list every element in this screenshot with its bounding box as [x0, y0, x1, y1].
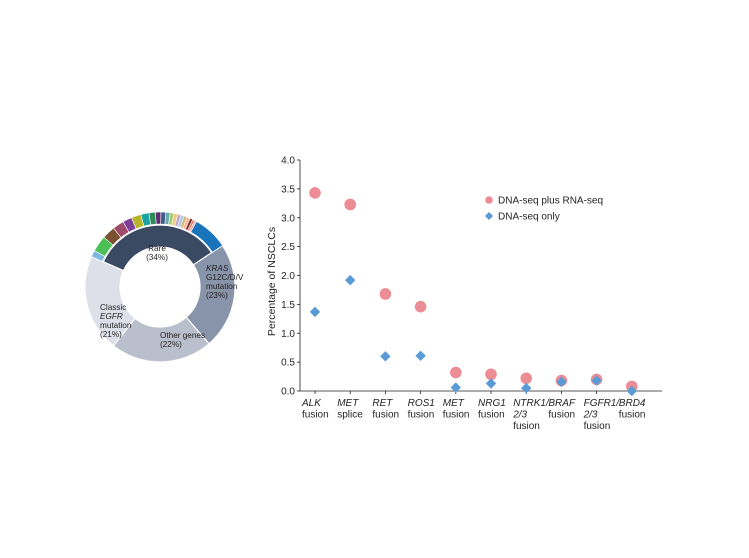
donut-label-line: KRAS [206, 264, 229, 273]
x-tick-label-line: MET [443, 398, 465, 409]
rare-subslice [122, 217, 137, 233]
point-dna-seq [415, 350, 426, 361]
rare-subslice [148, 211, 157, 226]
y-tick-label: 3.0 [281, 213, 295, 224]
point-dna-seq [450, 382, 461, 393]
x-tick-label-line: 2/3 [583, 410, 598, 421]
donut-label-line: (34%) [146, 253, 168, 262]
donut-label-line: Other genes [160, 331, 205, 340]
x-tick-label: RET fusion [372, 398, 399, 421]
donut-label: Classic EGFR mutation (21%) [100, 303, 132, 339]
x-tick-label-line: BRAF [548, 398, 576, 409]
donut-chart: Rare (34%)KRAS G12C/D/V mutation (23%)Other … [84, 211, 244, 363]
x-tick-label-line: fusion [408, 410, 435, 421]
point-dna-rna-seq [520, 372, 532, 385]
rare-subslice [160, 211, 167, 225]
x-tick-label-line: MET [337, 398, 359, 409]
x-tick-label-line: RET [372, 398, 393, 409]
y-tick-label: 4.0 [281, 156, 295, 167]
donut-label-line: Rare [148, 244, 166, 253]
y-tick-label: 2.0 [281, 271, 295, 282]
legend-label: DNA-seq only [498, 212, 560, 223]
point-dna-seq [380, 351, 391, 362]
x-tick-label: NRG1 fusion [478, 398, 506, 421]
rare-subslice [164, 211, 171, 225]
point-dna-seq [521, 382, 532, 394]
legend-label: DNA-seq plus RNA-seq [498, 196, 603, 207]
donut-label: Other genes (22%) [160, 331, 205, 349]
x-tick-label-line: fusion [513, 421, 540, 432]
y-tick-label: 3.5 [281, 184, 295, 195]
point-dna-rna-seq [485, 368, 497, 381]
rare-subslice [113, 221, 130, 239]
donut-label-line: EGFR [100, 312, 123, 321]
donut-label-line: mutation [206, 282, 238, 291]
point-dna-rna-seq [379, 288, 392, 300]
x-tick-label-line: fusion [619, 410, 646, 421]
y-tick-label: 2.5 [281, 242, 295, 253]
x-tick-label-line: ROS1 [408, 398, 435, 409]
donut-label-line: Classic [100, 303, 126, 312]
rare-subslice [91, 250, 106, 262]
point-dna-seq [345, 274, 356, 286]
scatter-chart: 0.0 0.5 1.0 1.5 2.0 2.5 3.0 3.5 4.0 Percentage of… [266, 156, 662, 432]
donut-label-line: mutation [100, 321, 132, 330]
donut-label-line: (22%) [160, 340, 182, 349]
rare-subslice [94, 236, 114, 257]
x-tick-label: ROS1 fusion [408, 398, 435, 421]
legend-marker [485, 196, 493, 204]
x-tick-label-line: fusion [584, 421, 611, 432]
x-tick-label: FGFR1/2/3 fusion [583, 398, 621, 432]
point-dna-rna-seq [344, 198, 357, 211]
point-dna-seq [309, 306, 321, 318]
donut-label-line: (23%) [206, 291, 228, 300]
y-tick-label: 0.0 [281, 387, 295, 398]
x-tick-label: BRAF fusion [548, 398, 576, 421]
x-tick-label-line: ALK [301, 398, 322, 409]
point-dna-seq [485, 378, 497, 389]
x-tick-label: MET fusion [443, 398, 470, 421]
x-tick-label-line: fusion [372, 410, 399, 421]
point-dna-seq [556, 376, 567, 387]
legend-marker [485, 212, 493, 220]
x-tick-label-line: fusion [548, 410, 575, 421]
x-tick-label-line: 2/3 [512, 410, 527, 421]
point-dna-rna-seq [414, 300, 427, 313]
x-tick-label-line: NRG1 [478, 398, 506, 409]
point-dna-rna-seq [309, 187, 321, 199]
rare-subslice [155, 211, 162, 225]
x-tick-label-line: BRD4 [619, 398, 646, 409]
y-tick-label: 0.5 [281, 358, 295, 369]
x-tick-label: BRD4 fusion [619, 398, 646, 421]
y-tick-label: 1.0 [281, 329, 295, 340]
x-tick-label-line: NTRK1/ [513, 398, 550, 409]
donut-label: Rare (34%) [146, 244, 168, 262]
rare-subslice [190, 221, 223, 253]
y-tick-label: 1.5 [281, 300, 295, 311]
y-axis-label: Percentage of NSCLCs [266, 227, 278, 336]
donut-slice [185, 244, 236, 345]
donut-label-line: (21%) [100, 330, 122, 339]
donut-label: KRAS G12C/D/V mutation (23%) [206, 264, 244, 300]
donut-label-line: G12C/D/V [206, 273, 244, 282]
point-dna-seq [626, 385, 637, 397]
x-tick-label-line: fusion [478, 410, 505, 421]
x-tick-label-line: fusion [443, 410, 470, 421]
x-tick-label: NTRK1/2/3 fusion [512, 398, 550, 432]
point-dna-seq [591, 375, 602, 386]
x-tick-label-line: splice [337, 410, 363, 421]
x-tick-label-line: FGFR1/ [584, 398, 621, 409]
point-dna-rna-seq [450, 366, 462, 379]
x-tick-label-line: fusion [302, 410, 329, 421]
x-tick-label: MET splice [337, 398, 363, 421]
x-tick-label: ALK fusion [301, 398, 329, 421]
